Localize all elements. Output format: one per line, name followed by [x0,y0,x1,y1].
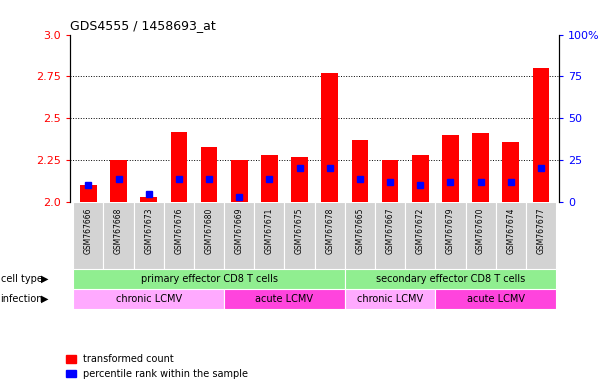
Text: cell type: cell type [1,274,43,284]
Text: GSM767666: GSM767666 [84,207,93,254]
Text: GSM767667: GSM767667 [386,207,395,254]
Bar [351,140,368,202]
Bar [405,202,436,269]
Bar [80,185,97,202]
Bar [170,132,187,202]
Bar [285,202,315,269]
Text: chronic LCMV: chronic LCMV [115,294,182,304]
Text: infection: infection [1,294,43,304]
Text: GSM767678: GSM767678 [325,207,334,254]
Bar [436,289,556,309]
Text: GSM767671: GSM767671 [265,207,274,254]
Text: primary effector CD8 T cells: primary effector CD8 T cells [141,274,277,284]
Bar [345,202,375,269]
Bar [261,155,278,202]
Bar [201,147,218,202]
Text: GSM767669: GSM767669 [235,207,244,254]
Text: GSM767675: GSM767675 [295,207,304,254]
Bar [73,269,345,289]
Bar [375,202,405,269]
Bar [73,289,224,309]
Text: ▶: ▶ [41,274,48,284]
Bar [526,202,556,269]
Bar [533,68,549,202]
Text: secondary effector CD8 T cells: secondary effector CD8 T cells [376,274,525,284]
Bar [224,202,254,269]
Bar [141,197,157,202]
Bar [315,202,345,269]
Text: GSM767679: GSM767679 [446,207,455,254]
Bar [231,160,247,202]
Bar [472,133,489,202]
Bar [496,202,526,269]
Bar [345,269,556,289]
Text: ▶: ▶ [41,294,48,304]
Text: GSM767672: GSM767672 [415,207,425,254]
Text: GSM767665: GSM767665 [356,207,364,254]
Bar [103,202,134,269]
Bar [502,142,519,202]
Bar [224,289,345,309]
Text: acute LCMV: acute LCMV [467,294,525,304]
Text: GSM767668: GSM767668 [114,207,123,254]
Text: GSM767673: GSM767673 [144,207,153,254]
Text: GSM767677: GSM767677 [536,207,546,254]
Text: GDS4555 / 1458693_at: GDS4555 / 1458693_at [70,19,216,32]
Bar [466,202,496,269]
Bar [412,155,428,202]
Bar [321,73,338,202]
Bar [345,289,436,309]
Text: GSM767674: GSM767674 [507,207,515,254]
Bar [436,202,466,269]
Bar [382,160,398,202]
Text: GSM767676: GSM767676 [174,207,183,254]
Text: chronic LCMV: chronic LCMV [357,294,423,304]
Legend: transformed count, percentile rank within the sample: transformed count, percentile rank withi… [66,354,249,379]
Bar [164,202,194,269]
Bar [110,160,127,202]
Bar [194,202,224,269]
Bar [442,135,459,202]
Text: GSM767680: GSM767680 [205,207,214,254]
Text: GSM767670: GSM767670 [476,207,485,254]
Bar [291,157,308,202]
Bar [134,202,164,269]
Bar [254,202,285,269]
Bar [73,202,103,269]
Text: acute LCMV: acute LCMV [255,294,313,304]
